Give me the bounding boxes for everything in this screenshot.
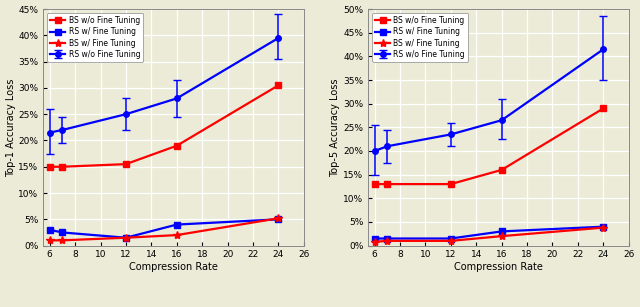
RS w/ Fine Tuning <box>275 217 282 221</box>
Line: BS w/o Fine Tuning: BS w/o Fine Tuning <box>47 83 281 169</box>
BS w/o Fine Tuning <box>600 107 607 110</box>
BS w/ Fine Tuning <box>600 226 607 229</box>
X-axis label: Compression Rate: Compression Rate <box>129 262 218 272</box>
Legend: BS w/o Fine Tuning, RS w/ Fine Tuning, BS w/ Fine Tuning, RS w/o Fine Tuning: BS w/o Fine Tuning, RS w/ Fine Tuning, B… <box>372 13 468 62</box>
RS w/ Fine Tuning <box>173 223 180 227</box>
Legend: BS w/o Fine Tuning, RS w/ Fine Tuning, BS w/ Fine Tuning, RS w/o Fine Tuning: BS w/o Fine Tuning, RS w/ Fine Tuning, B… <box>47 13 143 62</box>
X-axis label: Compression Rate: Compression Rate <box>454 262 543 272</box>
Y-axis label: Top-5 Accuracy Loss: Top-5 Accuracy Loss <box>330 78 340 177</box>
BS w/o Fine Tuning <box>447 182 454 186</box>
BS w/ Fine Tuning <box>122 236 130 239</box>
BS w/o Fine Tuning <box>46 165 54 169</box>
BS w/ Fine Tuning <box>58 239 66 242</box>
BS w/ Fine Tuning <box>383 239 391 243</box>
Line: BS w/ Fine Tuning: BS w/ Fine Tuning <box>371 223 607 246</box>
RS w/ Fine Tuning <box>122 236 130 239</box>
BS w/ Fine Tuning <box>275 216 282 220</box>
BS w/ Fine Tuning <box>46 239 54 242</box>
RS w/ Fine Tuning <box>447 237 454 240</box>
BS w/ Fine Tuning <box>498 234 506 238</box>
BS w/o Fine Tuning <box>371 182 378 186</box>
BS w/o Fine Tuning <box>275 84 282 87</box>
Line: BS w/ Fine Tuning: BS w/ Fine Tuning <box>45 214 283 244</box>
BS w/o Fine Tuning <box>173 144 180 148</box>
BS w/o Fine Tuning <box>58 165 66 169</box>
RS w/ Fine Tuning <box>46 228 54 232</box>
Line: BS w/o Fine Tuning: BS w/o Fine Tuning <box>372 106 606 187</box>
BS w/o Fine Tuning <box>122 162 130 166</box>
RS w/ Fine Tuning <box>498 230 506 233</box>
RS w/ Fine Tuning <box>600 225 607 228</box>
BS w/ Fine Tuning <box>371 240 378 244</box>
RS w/ Fine Tuning <box>383 237 391 240</box>
BS w/o Fine Tuning <box>383 182 391 186</box>
Line: RS w/ Fine Tuning: RS w/ Fine Tuning <box>372 224 606 241</box>
RS w/ Fine Tuning <box>58 231 66 234</box>
Line: RS w/ Fine Tuning: RS w/ Fine Tuning <box>47 216 281 240</box>
BS w/ Fine Tuning <box>173 233 180 237</box>
BS w/ Fine Tuning <box>447 239 454 243</box>
RS w/ Fine Tuning <box>371 237 378 240</box>
BS w/o Fine Tuning <box>498 168 506 172</box>
Y-axis label: Top-1 Accuracy Loss: Top-1 Accuracy Loss <box>6 78 15 177</box>
